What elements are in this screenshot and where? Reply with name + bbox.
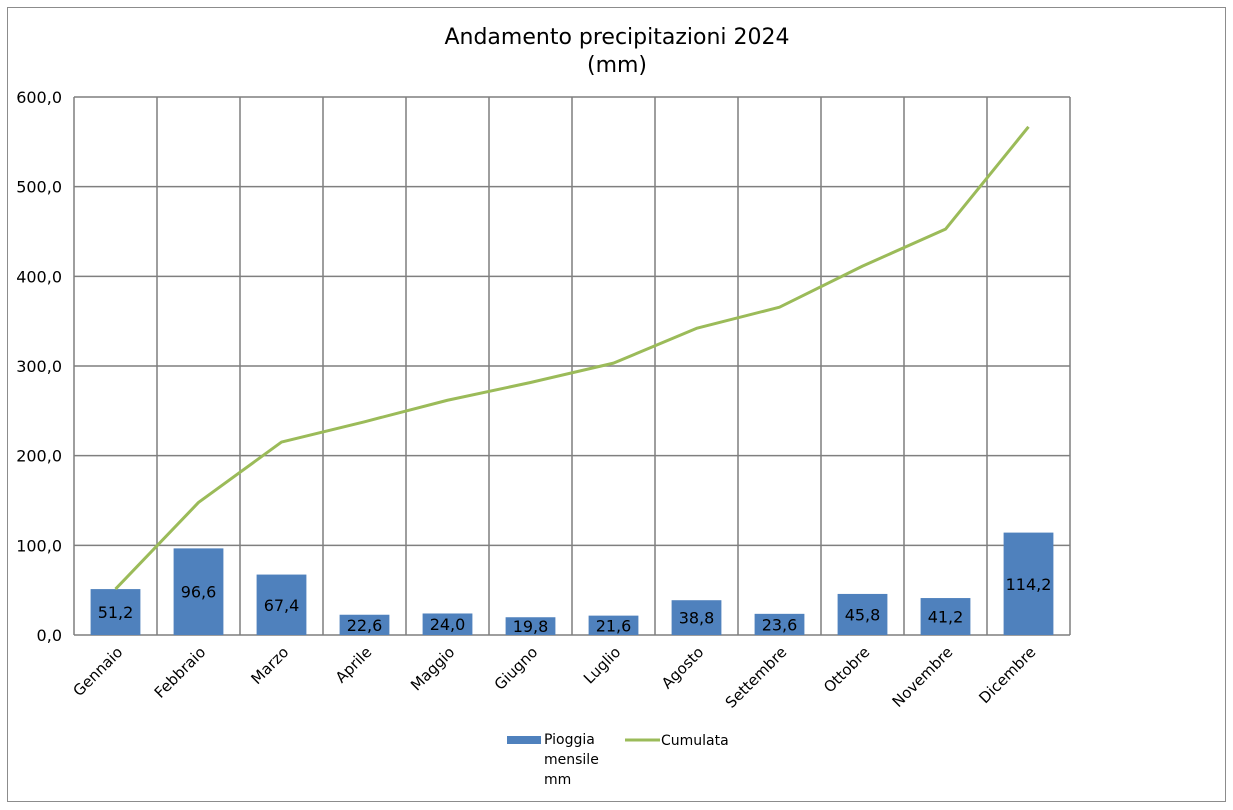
y-tick-label: 300,0 (16, 357, 62, 376)
y-tick-label: 100,0 (16, 536, 62, 555)
data-label-ottobre: 45,8 (845, 605, 881, 624)
data-label-marzo: 67,4 (264, 596, 300, 615)
y-tick-label: 600,0 (16, 88, 62, 107)
x-label-giugno: Giugno (491, 643, 542, 694)
legend-line-label: Cumulata (661, 733, 729, 749)
data-label-settembre: 23,6 (762, 615, 798, 634)
x-label-novembre: Novembre (889, 643, 957, 711)
bar-aprile (339, 614, 390, 635)
x-label-maggio: Maggio (407, 643, 458, 694)
line-series (114, 125, 1030, 591)
data-label-agosto: 38,8 (679, 609, 715, 628)
data-label-dicembre: 114,2 (1006, 575, 1052, 594)
data-label-aprile: 22,6 (347, 616, 383, 635)
data-labels: 51,2 96,6 67,4 22,6 24,0 19,8 21,6 38,8 23,6 45,8… (98, 575, 1052, 636)
bar-agosto (671, 600, 722, 635)
data-label-giugno: 19,8 (513, 617, 549, 636)
legend: Pioggia mensile mm Cumulata (507, 732, 729, 788)
bar-maggio (422, 613, 473, 635)
bar-giugno (505, 617, 556, 635)
legend-bar-label-line1: Pioggia (544, 732, 595, 748)
x-axis-labels: Gennaio Febbraio Marzo Aprile Maggio Giugno Lu… (69, 643, 1039, 712)
y-tick-label: 200,0 (16, 447, 62, 466)
grid-lines (73, 96, 1071, 636)
x-label-settembre: Settembre (722, 643, 791, 712)
x-label-luglio: Luglio (580, 643, 624, 687)
bar-series (90, 532, 1054, 635)
chart-subtitle: (mm) (587, 53, 647, 78)
x-label-ottobre: Ottobre (820, 643, 873, 696)
y-tick-label: 0,0 (37, 626, 62, 645)
legend-bar-label-line3: mm (544, 772, 571, 788)
x-label-agosto: Agosto (658, 643, 707, 692)
bar-novembre (920, 598, 971, 635)
chart-title: Andamento precipitazioni 2024 (444, 25, 789, 50)
data-label-gennaio: 51,2 (98, 603, 134, 622)
bar-febbraio (173, 548, 224, 635)
legend-bar-label-line2: mensile (544, 752, 599, 768)
x-label-aprile: Aprile (332, 643, 375, 686)
y-tick-label: 400,0 (16, 267, 62, 286)
y-tick-label: 500,0 (16, 178, 62, 197)
y-axis-ticks: 0,0 100,0 200,0 300,0 400,0 500,0 600,0 (16, 88, 62, 645)
bar-marzo (256, 574, 307, 635)
data-label-maggio: 24,0 (430, 615, 466, 634)
x-label-gennaio: Gennaio (69, 643, 126, 700)
cumulata-line (114, 125, 1030, 591)
data-label-novembre: 41,2 (928, 608, 964, 627)
bar-settembre (754, 613, 805, 635)
x-label-marzo: Marzo (248, 643, 293, 688)
data-label-luglio: 21,6 (596, 616, 632, 635)
bar-dicembre (1003, 532, 1054, 635)
bar-gennaio (90, 589, 141, 635)
bar-luglio (588, 615, 639, 635)
legend-bar-swatch (507, 736, 541, 744)
bar-ottobre (837, 593, 888, 635)
x-label-dicembre: Dicembre (975, 643, 1039, 707)
x-label-febbraio: Febbraio (151, 643, 210, 702)
data-label-febbraio: 96,6 (181, 583, 217, 602)
chart-frame (7, 7, 1226, 802)
